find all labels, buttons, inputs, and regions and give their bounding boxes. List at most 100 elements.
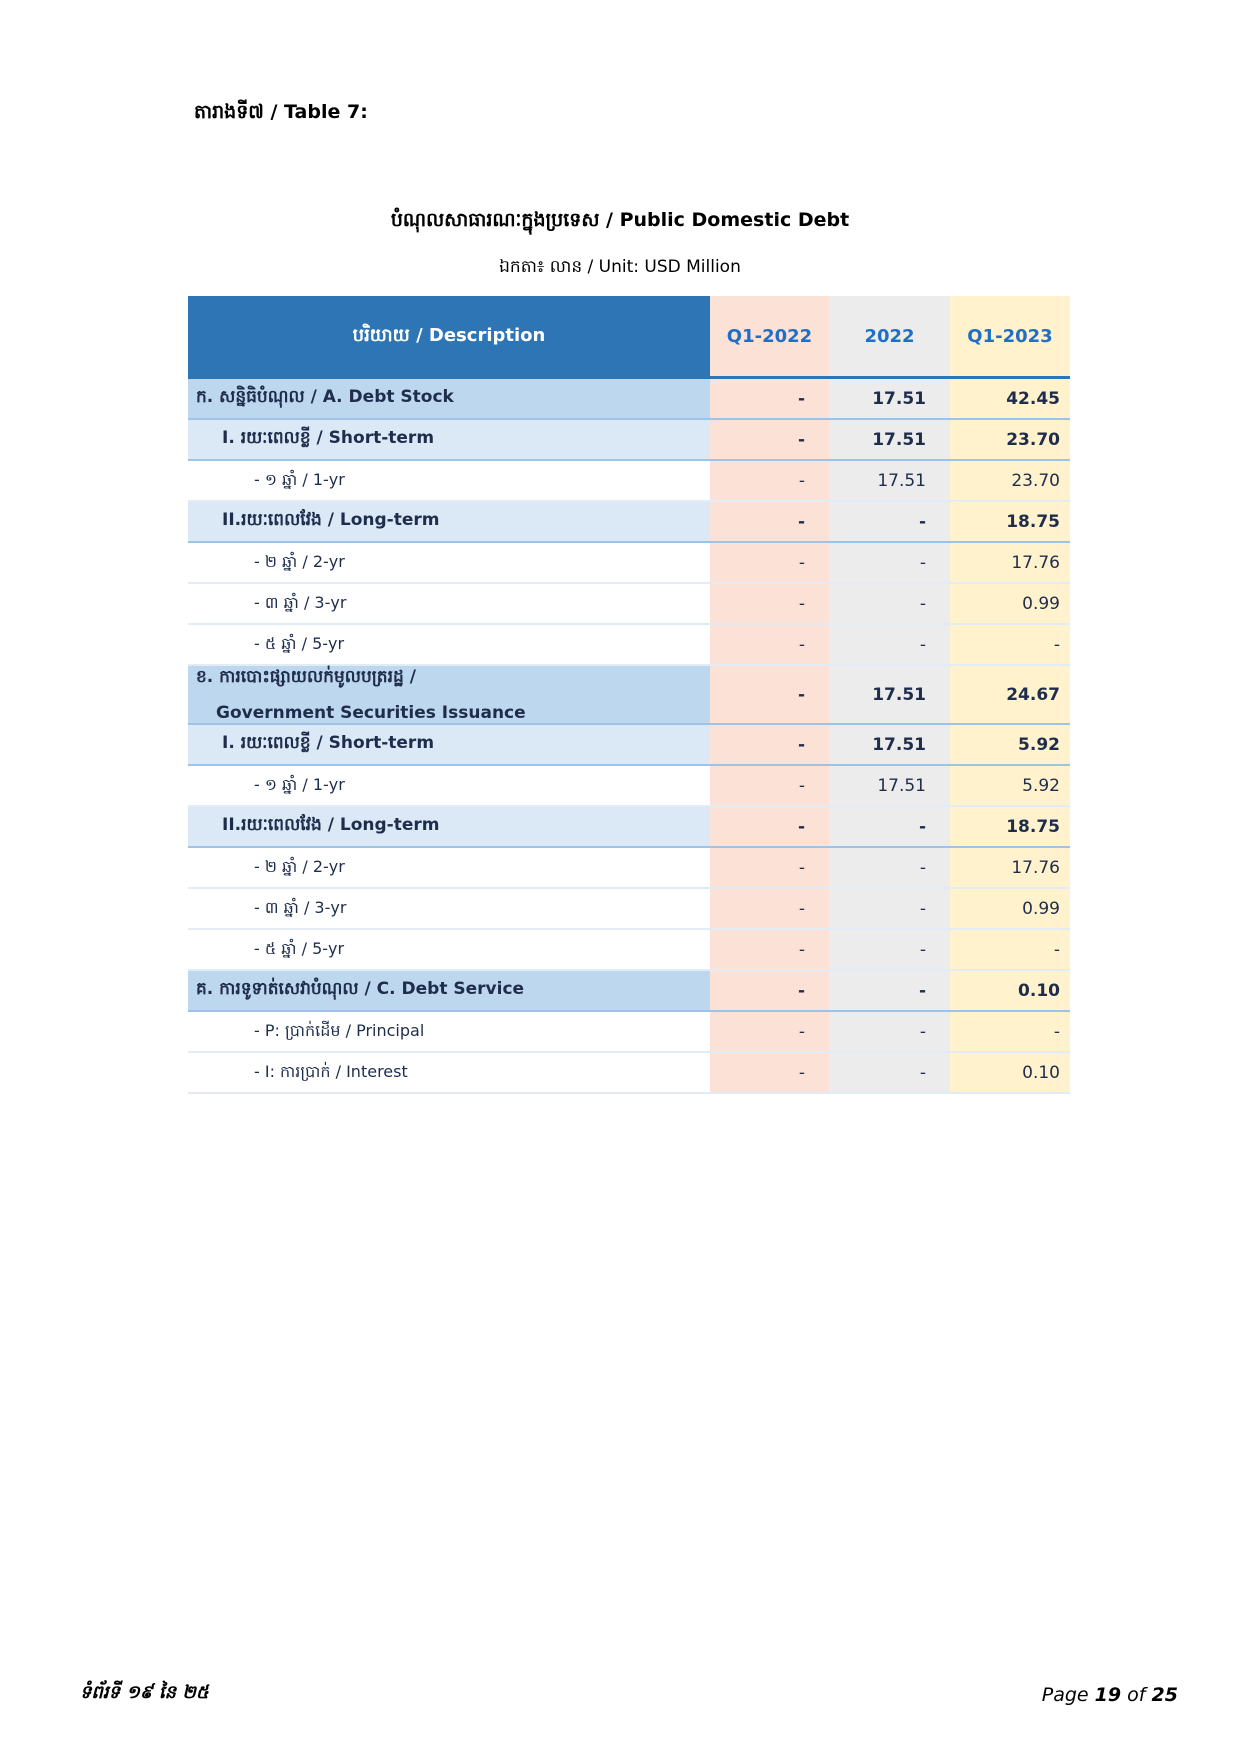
description: - ៥ ឆ្នាំ / 5-yr (188, 624, 710, 666)
description: ក. សន្និធិបំណុល / A. Debt Stock (188, 377, 710, 420)
grp-row: I. រយៈពេលខ្លី / Short-term -17.51 5.92 (188, 724, 1070, 766)
grp-row: II.រយៈពេលវែង / Long-term - -18.75 (188, 806, 1070, 848)
value-cell: - (950, 929, 1070, 971)
value-cell: 5.92 (950, 724, 1070, 766)
label-line: - ៣ ឆ្នាំ / 3-yr (254, 592, 347, 612)
itm-row: - ២ ឆ្នាំ / 2-yr - -17.76 (188, 847, 1070, 889)
value-cell: - (710, 970, 829, 1012)
table-title: បំណុលសាធារណៈក្នុងប្រទេស / Public Domesti… (390, 209, 850, 231)
description: II.រយៈពេលវែង / Long-term (188, 501, 710, 543)
value-cell: - (710, 806, 829, 848)
unit: ឯកតា៖ លាន / Unit: USD Million (499, 257, 741, 277)
value-cell: - (710, 1052, 829, 1094)
table-caption: តារាងទី៧ / Table 7: (194, 101, 368, 123)
value-cell: - (710, 1011, 829, 1053)
itm-row: - ៣ ឆ្នាំ / 3-yr - -0.99 (188, 888, 1070, 930)
value-cell: - (710, 929, 829, 971)
description: គ. ការទូទាត់សេវាបំណុល / C. Debt Service (188, 970, 710, 1012)
of-word: of (1127, 1684, 1146, 1706)
value-cell: 42.45 (950, 377, 1070, 420)
value-cell: - (710, 847, 829, 889)
debt-table: បរិយាយ / Description Q1-2022 2022 Q1-202… (188, 296, 1070, 1094)
value-cell: - (710, 460, 829, 502)
value-cell: 17.51 (829, 419, 950, 461)
description: II.រយៈពេលវែង / Long-term (188, 806, 710, 848)
value-cell: - (829, 929, 950, 971)
label-line: ក. សន្និធិបំណុល / A. Debt Stock (196, 387, 454, 407)
value-cell: 24.67 (950, 665, 1070, 725)
value-cell: - (829, 501, 950, 543)
label-line: - ១ ឆ្នាំ / 1-yr (254, 774, 345, 794)
label-line: គ. ការទូទាត់សេវាបំណុល / C. Debt Service (196, 979, 525, 999)
sec-row: ខ. ការបោះផ្សាយលក់មូលបត្ររដ្ឋ / Government… (188, 665, 1070, 725)
description: - ២ ឆ្នាំ / 2-yr (188, 542, 710, 584)
value-cell: - (829, 847, 950, 889)
label-line: I. រយៈពេលខ្លី / Short-term (222, 428, 435, 448)
label-line: II.រយៈពេលវែង / Long-term (222, 815, 440, 835)
label-line: II.រយៈពេលវែង / Long-term (222, 510, 440, 530)
value-cell: 0.10 (950, 970, 1070, 1012)
value-cell: 17.51 (829, 460, 950, 502)
value-cell: - (710, 377, 829, 420)
value-cell: - (710, 624, 829, 666)
grp-row: II.រយៈពេលវែង / Long-term - -18.75 (188, 501, 1070, 543)
value-cell: 17.51 (829, 377, 950, 420)
column-header: 2022 (829, 296, 950, 379)
sec-row: ក. សន្និធិបំណុល / A. Debt Stock -17.51 42.… (188, 377, 1070, 420)
value-cell: 23.70 (950, 460, 1070, 502)
value-cell: 17.76 (950, 847, 1070, 889)
label-line: - P: ប្រាក់ដើម / Principal (254, 1020, 425, 1040)
grp-row: I. រយៈពេលខ្លី / Short-term -17.51 23.70 (188, 419, 1070, 461)
column-header: Q1-2022 (710, 296, 829, 379)
label-line: - ៣ ឆ្នាំ / 3-yr (254, 897, 347, 917)
label-line: - ៥ ឆ្នាំ / 5-yr (254, 633, 345, 653)
value-cell: - (710, 765, 829, 807)
description: - I: ការប្រាក់ / Interest (188, 1052, 710, 1094)
value-cell: - (829, 806, 950, 848)
sec-row: គ. ការទូទាត់សេវាបំណុល / C. Debt Service -… (188, 970, 1070, 1012)
value-cell: - (829, 1011, 950, 1053)
value-cell: - (710, 501, 829, 543)
value-cell: - (710, 665, 829, 725)
description: - ៥ ឆ្នាំ / 5-yr (188, 929, 710, 971)
itm-row: - ៥ ឆ្នាំ / 5-yr - - - (188, 929, 1070, 971)
value-cell: 0.99 (950, 583, 1070, 625)
column-header: បរិយាយ / Description (188, 296, 710, 379)
total: 25 (1151, 1684, 1178, 1706)
itm-row: - ៣ ឆ្នាំ / 3-yr - -0.99 (188, 583, 1070, 625)
label-line: I. រយៈពេលខ្លី / Short-term (222, 733, 435, 753)
label-line: - ១ ឆ្នាំ / 1-yr (254, 469, 345, 489)
value-cell: 0.99 (950, 888, 1070, 930)
page-word: Page (1041, 1684, 1089, 1706)
column-header: Q1-2023 (950, 296, 1070, 379)
page: 19 (1094, 1684, 1122, 1706)
value-cell: - (710, 724, 829, 766)
value-cell: 17.51 (829, 765, 950, 807)
value-cell: 5.92 (950, 765, 1070, 807)
label-line: Government Securities Issuance (216, 703, 526, 723)
value-cell: - (950, 624, 1070, 666)
header-row: បរិយាយ / Description Q1-2022 2022 Q1-202… (188, 296, 1070, 379)
itm-row: - ៥ ឆ្នាំ / 5-yr - - - (188, 624, 1070, 666)
footer-left: ទំព័រទី ១៩ នៃ ២៥ (80, 1682, 209, 1703)
label-line: - ២ ឆ្នាំ / 2-yr (254, 856, 345, 876)
label-line: - ២ ឆ្នាំ / 2-yr (254, 551, 345, 571)
description: - ១ ឆ្នាំ / 1-yr (188, 765, 710, 807)
description: - ៣ ឆ្នាំ / 3-yr (188, 583, 710, 625)
value-cell: - (710, 542, 829, 584)
value-cell: - (829, 542, 950, 584)
value-cell: 17.51 (829, 724, 950, 766)
value-cell: 18.75 (950, 501, 1070, 543)
value-cell: - (829, 970, 950, 1012)
itm-row: - ២ ឆ្នាំ / 2-yr - -17.76 (188, 542, 1070, 584)
description: I. រយៈពេលខ្លី / Short-term (188, 419, 710, 461)
value-cell: 18.75 (950, 806, 1070, 848)
description: ខ. ការបោះផ្សាយលក់មូលបត្ររដ្ឋ / Government… (188, 665, 710, 725)
value-cell: 23.70 (950, 419, 1070, 461)
itm-row: - ១ ឆ្នាំ / 1-yr -17.51 23.70 (188, 460, 1070, 502)
value-cell: - (710, 583, 829, 625)
value-cell: - (950, 1011, 1070, 1053)
itm-row: - I: ការប្រាក់ / Interest - -0.10 (188, 1052, 1070, 1094)
description: I. រយៈពេលខ្លី / Short-term (188, 724, 710, 766)
